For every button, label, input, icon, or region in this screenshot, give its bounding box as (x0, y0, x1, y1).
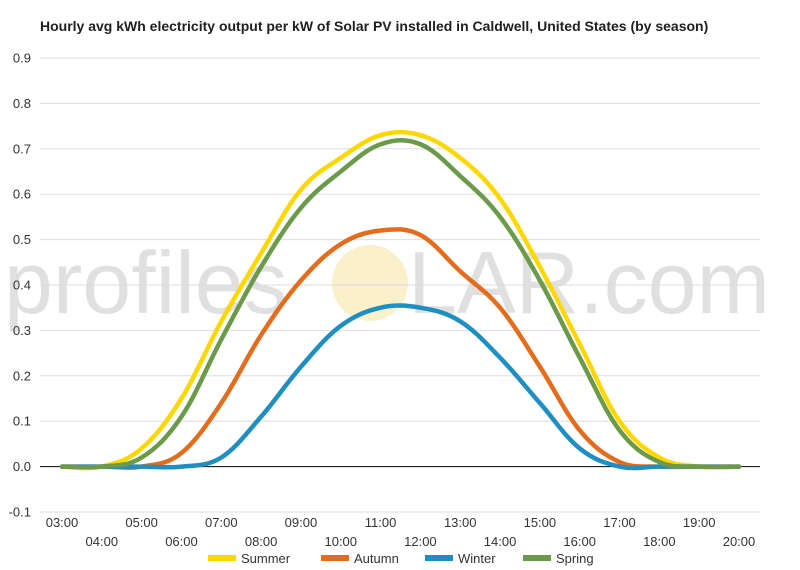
legend-swatch-winter (425, 555, 453, 561)
x-tick-label: 15:00 (524, 515, 557, 530)
legend-label-summer: Summer (241, 551, 291, 566)
legend-label-spring: Spring (556, 551, 594, 566)
x-tick-label: 17:00 (603, 515, 636, 530)
legend-swatch-spring (523, 555, 551, 561)
x-tick-label: 11:00 (365, 515, 397, 530)
y-tick-label: 0.3 (13, 323, 31, 338)
x-tick-label: 08:00 (245, 534, 278, 549)
x-tick-label: 10:00 (324, 534, 357, 549)
x-tick-label: 19:00 (683, 515, 716, 530)
watermark-text-right: LAR.com (408, 233, 770, 332)
watermark-text-left: profiles (4, 233, 288, 332)
watermark: profiles LAR.com (4, 233, 770, 332)
y-tick-label: 0.5 (13, 232, 31, 247)
x-tick-label: 03:00 (46, 515, 79, 530)
legend-label-autumn: Autumn (354, 551, 399, 566)
y-tick-label: 0.9 (13, 51, 31, 66)
x-tick-label: 14:00 (484, 534, 517, 549)
legend: Summer Autumn Winter Spring (208, 551, 594, 566)
legend-swatch-summer (208, 555, 236, 561)
x-tick-label: 16:00 (563, 534, 596, 549)
legend-label-winter: Winter (458, 551, 496, 566)
x-tick-label: 05:00 (125, 515, 158, 530)
x-tick-label: 07:00 (205, 515, 238, 530)
x-tick-label: 04:00 (86, 534, 119, 549)
y-tick-label: 0.4 (13, 278, 31, 293)
x-axis: 03:00 04:00 05:00 06:00 07:00 08:00 09:00 10:00… (46, 515, 756, 549)
y-tick-label: 0.6 (13, 187, 31, 202)
series-lines (59, 129, 742, 471)
series-line-summer (59, 129, 742, 471)
x-tick-label: 09:00 (285, 515, 318, 530)
series-line-autumn (59, 227, 742, 470)
y-tick-label: 0.0 (13, 459, 31, 474)
x-tick-label: 12:00 (404, 534, 437, 549)
grid (40, 57, 760, 513)
watermark-sun-icon (332, 245, 408, 321)
y-tick-label: 0.8 (13, 96, 31, 111)
legend-swatch-autumn (321, 555, 349, 561)
y-axis: 0.9 0.8 0.7 0.6 0.5 0.4 0.3 0.2 0.1 0.0 -0.1 (9, 51, 31, 520)
x-tick-label: 06:00 (165, 534, 198, 549)
x-tick-label: 13:00 (444, 515, 477, 530)
series-line-spring (59, 138, 742, 470)
x-tick-label: 18:00 (643, 534, 676, 549)
x-tick-label: 20:00 (723, 534, 756, 549)
y-tick-label: -0.1 (9, 505, 31, 520)
chart-title: Hourly avg kWh electricity output per kW… (40, 18, 709, 34)
series-line-winter (59, 303, 742, 471)
y-tick-label: 0.1 (13, 414, 31, 429)
y-tick-label: 0.7 (13, 141, 31, 156)
y-tick-label: 0.2 (13, 368, 31, 383)
